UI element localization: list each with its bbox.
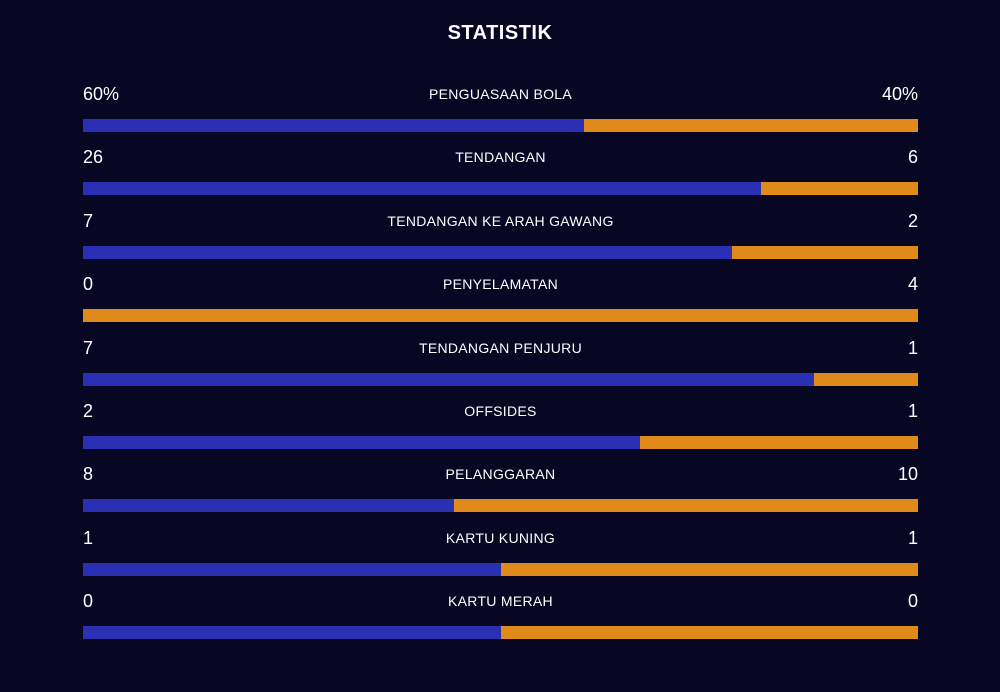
stat-row: 60% PENGUASAAN BOLA 40% bbox=[83, 80, 918, 143]
comparison-bar bbox=[83, 626, 918, 640]
away-value: 2 bbox=[907, 210, 918, 231]
away-value: 1 bbox=[907, 527, 918, 548]
comparison-bar bbox=[83, 182, 918, 196]
away-bar-segment bbox=[813, 372, 918, 386]
away-value: 6 bbox=[907, 147, 918, 168]
comparison-bar bbox=[83, 119, 918, 132]
home-bar-segment bbox=[83, 119, 584, 132]
away-bar-segment bbox=[454, 499, 918, 513]
home-bar-segment bbox=[83, 182, 762, 196]
home-bar-segment bbox=[83, 499, 455, 513]
stat-row: 0 KARTU MERAH 0 bbox=[83, 587, 918, 650]
comparison-bar bbox=[83, 562, 918, 576]
home-bar-segment bbox=[83, 562, 501, 576]
stat-row: 26 TENDANGAN 6 bbox=[83, 143, 918, 206]
comparison-bar bbox=[83, 499, 918, 513]
away-bar-segment bbox=[584, 119, 918, 132]
away-bar-segment bbox=[500, 626, 918, 640]
stat-label: OFFSIDES bbox=[464, 402, 537, 419]
comparison-bar bbox=[83, 245, 918, 259]
away-value: 0 bbox=[907, 591, 918, 612]
stat-row: 7 TENDANGAN KE ARAH GAWANG 2 bbox=[83, 207, 918, 270]
home-value: 8 bbox=[83, 464, 94, 485]
stat-label: TENDANGAN PENJURU bbox=[418, 339, 582, 356]
panel-title: STATISTIK bbox=[447, 22, 553, 44]
away-value: 40% bbox=[881, 84, 918, 104]
away-bar-segment bbox=[639, 435, 918, 449]
home-value: 0 bbox=[83, 591, 94, 612]
stat-label: TENDANGAN bbox=[455, 149, 546, 166]
stat-label: PENYELAMATAN bbox=[442, 276, 559, 293]
home-bar-segment bbox=[83, 435, 640, 449]
stat-row: 0 PENYELAMATAN 4 bbox=[83, 270, 918, 333]
stat-row: 7 TENDANGAN PENJURU 1 bbox=[83, 334, 918, 397]
home-value: 2 bbox=[83, 400, 94, 421]
away-bar-segment bbox=[761, 182, 918, 196]
stats-list: 60% PENGUASAAN BOLA 40% 26 TENDANGAN 6 7 TENDAN… bbox=[83, 80, 918, 651]
comparison-bar bbox=[83, 372, 918, 386]
stat-label: PELANGGARAN bbox=[445, 466, 556, 483]
away-bar-segment bbox=[732, 245, 918, 259]
home-bar-segment bbox=[83, 245, 733, 259]
home-value: 1 bbox=[83, 527, 94, 548]
stat-row: 8 PELANGGARAN 10 bbox=[83, 460, 918, 523]
home-value: 7 bbox=[83, 337, 94, 358]
away-value: 10 bbox=[897, 464, 918, 485]
stat-label: KARTU KUNING bbox=[445, 529, 556, 546]
stat-row: 1 KARTU KUNING 1 bbox=[83, 524, 918, 587]
home-value: 0 bbox=[83, 274, 94, 295]
away-value: 4 bbox=[907, 274, 918, 295]
comparison-bar bbox=[83, 435, 918, 449]
away-value: 1 bbox=[907, 337, 918, 358]
home-bar-segment bbox=[83, 372, 814, 386]
home-value: 60% bbox=[83, 84, 120, 104]
home-value: 26 bbox=[83, 147, 104, 168]
away-bar-segment bbox=[83, 309, 918, 323]
stat-label: KARTU MERAH bbox=[448, 593, 553, 610]
stat-label: TENDANGAN KE ARAH GAWANG bbox=[387, 212, 614, 229]
home-bar-segment bbox=[83, 626, 501, 640]
stat-row: 2 OFFSIDES 1 bbox=[83, 397, 918, 460]
comparison-bar bbox=[83, 309, 918, 323]
home-value: 7 bbox=[83, 210, 94, 231]
away-value: 1 bbox=[907, 400, 918, 421]
stat-label: PENGUASAAN BOLA bbox=[429, 86, 572, 102]
away-bar-segment bbox=[500, 562, 918, 576]
